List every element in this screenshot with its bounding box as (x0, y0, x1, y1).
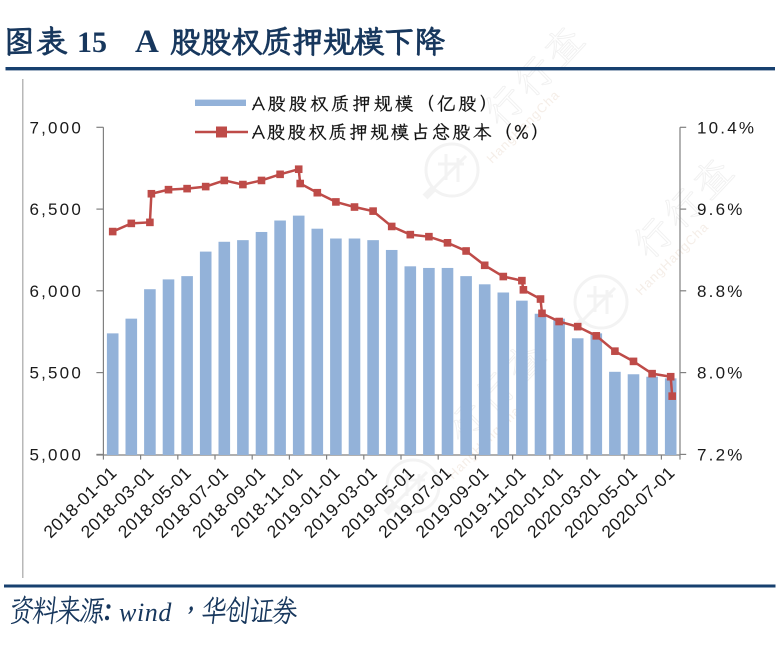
svg-text:7.2%: 7.2% (697, 445, 745, 464)
svg-text:8.8%: 8.8% (697, 282, 745, 301)
svg-text:A: A (135, 24, 159, 60)
svg-text:8.0%: 8.0% (697, 364, 745, 383)
svg-text:7,000: 7,000 (29, 118, 83, 137)
svg-text:10.4%: 10.4% (697, 118, 756, 137)
svg-text:6,000: 6,000 (29, 282, 83, 301)
svg-text:6,500: 6,500 (29, 200, 83, 219)
svg-text:9.6%: 9.6% (697, 200, 745, 219)
svg-text:wind: wind (119, 598, 172, 627)
svg-text:5,000: 5,000 (29, 445, 83, 464)
svg-text:15: 15 (77, 26, 107, 59)
svg-text:5,500: 5,500 (29, 364, 83, 383)
